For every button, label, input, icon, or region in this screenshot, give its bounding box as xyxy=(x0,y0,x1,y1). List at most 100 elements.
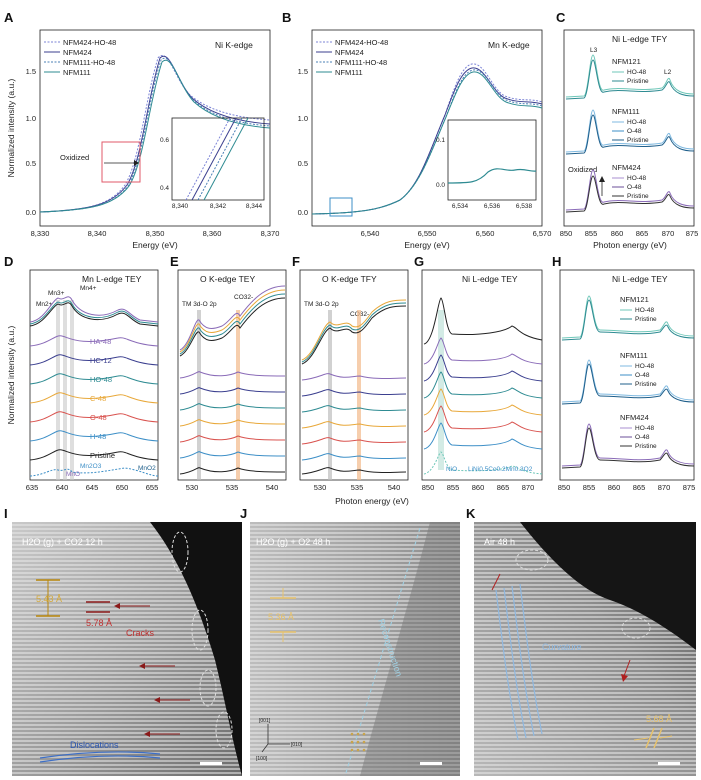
plot-a-xlabel: Energy (eV) xyxy=(132,240,178,250)
panel-label-i: I xyxy=(4,506,8,521)
d-mn4: Mn4+ xyxy=(80,285,97,292)
plot-g-xticks: 850 855 860 865 870 xyxy=(422,483,535,492)
xtick-b-1: 6,550 xyxy=(418,229,437,238)
ytick-b-2: 1.0 xyxy=(298,114,308,123)
h-g2-s0: HO-48 xyxy=(635,425,655,432)
plot-e-frame xyxy=(177,269,287,481)
plot-f-title: O K-edge TFY xyxy=(322,274,377,284)
g-ref0: NiO xyxy=(446,466,457,473)
xtick-b-0: 6,540 xyxy=(361,229,380,238)
inset-a-xt0: 8,340 xyxy=(172,203,189,210)
d-ref1: Mn2O3 xyxy=(80,463,102,470)
plot-a-arrowhead xyxy=(134,160,139,166)
legend-b-2: NFM111-HO-48 xyxy=(335,58,387,67)
e-band1 xyxy=(236,310,240,480)
xtick-h-1: 855 xyxy=(583,483,596,492)
inset-b-xt0: 6,534 xyxy=(452,203,469,210)
plot-d-frame xyxy=(29,269,159,481)
xtick-h-0: 850 xyxy=(558,483,571,492)
plot-e-title: O K-edge TEY xyxy=(200,274,255,284)
plot-a-ylabel: Normalized intensity (a.u.) xyxy=(6,78,16,177)
plot-h-frame xyxy=(559,269,695,481)
xtick-d-2: 645 xyxy=(86,483,99,492)
panel-label-f: F xyxy=(292,254,300,269)
panel-label-h: H xyxy=(552,254,561,269)
i-dislocations: Dislocations xyxy=(70,740,119,750)
h-g1-s2: Pristine xyxy=(635,381,657,388)
plot-d-xticks: 635 640 645 650 655 xyxy=(26,483,159,492)
d-s5: H-48 xyxy=(90,432,106,441)
xtick-f-0: 530 xyxy=(314,483,327,492)
legend-a-1: NFM424 xyxy=(63,48,92,57)
i-cracks: Cracks xyxy=(126,628,155,638)
inset-a-yt0: 0.4 xyxy=(160,185,169,192)
xtick-a-3: 8,360 xyxy=(203,229,222,238)
plot-h-group-2: NFM424 HO-48 O-48 Pristine xyxy=(561,413,695,469)
plot-b-title: Mn K-edge xyxy=(488,40,530,50)
plot-c-l2: L2 xyxy=(664,69,672,76)
f-band1 xyxy=(357,310,361,480)
xtick-e-2: 540 xyxy=(266,483,279,492)
ytick-b-1: 0.5 xyxy=(298,159,308,168)
mid-xlabel: Photon energy (eV) xyxy=(335,496,409,506)
plot-f-frame xyxy=(299,269,409,481)
xtick-g-0: 850 xyxy=(422,483,435,492)
plot-b-frame xyxy=(311,29,543,227)
plot-a-curves xyxy=(39,55,271,213)
xtick-d-4: 655 xyxy=(146,483,159,492)
plot-g-frame xyxy=(421,269,543,481)
g-band xyxy=(438,310,444,470)
inset-b-xt1: 6,536 xyxy=(484,203,501,210)
j-axis1: [001] xyxy=(259,718,271,724)
xtick-g-4: 870 xyxy=(522,483,535,492)
i-title: H2O (g) + CO2 12 h xyxy=(22,537,103,547)
c-g0-s1: Pristine xyxy=(627,78,649,85)
d-s1: HC-12 xyxy=(90,356,112,365)
plot-b-xlabel: Energy (eV) xyxy=(404,240,450,250)
d-ref0: MnO xyxy=(66,471,80,478)
h-g1-name: NFM111 xyxy=(620,351,648,360)
panel-label-d: D xyxy=(4,254,13,269)
xtick-h-4: 870 xyxy=(658,483,671,492)
inset-a-xt1: 8,342 xyxy=(210,203,227,210)
f-band0 xyxy=(328,310,332,480)
plot-b-zoom-box xyxy=(329,197,353,217)
legend-b-0: NFM424-HO-48 xyxy=(335,38,388,47)
h-g2-s1: O-48 xyxy=(635,434,650,441)
micrograph-j xyxy=(250,522,460,777)
plot-d-stack xyxy=(29,335,159,477)
xtick-d-0: 635 xyxy=(26,483,39,492)
h-g0-s1: Pristine xyxy=(635,316,657,323)
ytick-a-2: 1.0 xyxy=(26,114,36,123)
plot-h-title: Ni L-edge TEY xyxy=(612,274,668,284)
plot-d-series-labels: HA-48 HC-12 HO-48 C-48 O-48 H-48 Pristin… xyxy=(66,337,156,478)
h-g1-s1: O-48 xyxy=(635,372,650,379)
h-g0-s0: HO-48 xyxy=(635,307,655,314)
xtick-e-0: 530 xyxy=(186,483,199,492)
legend-a-3: NFM111 xyxy=(63,68,91,77)
g-ref1: LiNi0.5Co0.2Mn0.3O2 xyxy=(468,466,533,473)
xtick-c-3: 865 xyxy=(636,229,649,238)
c-g2-s2: Pristine xyxy=(627,193,649,200)
panel-label-g: G xyxy=(414,254,424,269)
xtick-h-5: 875 xyxy=(683,483,696,492)
d-s6: Pristine xyxy=(90,451,115,460)
plot-b-ticks: 6,540 6,550 6,560 6,570 0.0 0.5 1.0 1.5 xyxy=(298,67,552,238)
plot-c-title: Ni L-edge TFY xyxy=(612,34,667,44)
panel-label-b: B xyxy=(282,10,291,25)
panel-label-c: C xyxy=(556,10,566,25)
micrograph-i xyxy=(12,522,242,776)
c-g1-name: NFM111 xyxy=(612,107,640,116)
j-title: H2O (g) + O2 48 h xyxy=(256,537,330,547)
plot-e-xticks: 530 535 540 xyxy=(186,483,279,492)
e-label0: TM 3d-O 2p xyxy=(182,301,217,308)
h-g2-s2: Pristine xyxy=(635,443,657,450)
xtick-c-2: 860 xyxy=(611,229,624,238)
d-mn3: Mn3+ xyxy=(48,290,65,297)
plot-a-title: Ni K-edge xyxy=(215,40,253,50)
xtick-d-3: 650 xyxy=(116,483,129,492)
plot-c-frame xyxy=(563,29,695,227)
d-s3: C-48 xyxy=(90,394,106,403)
c-g2-s0: HO-48 xyxy=(627,175,647,182)
